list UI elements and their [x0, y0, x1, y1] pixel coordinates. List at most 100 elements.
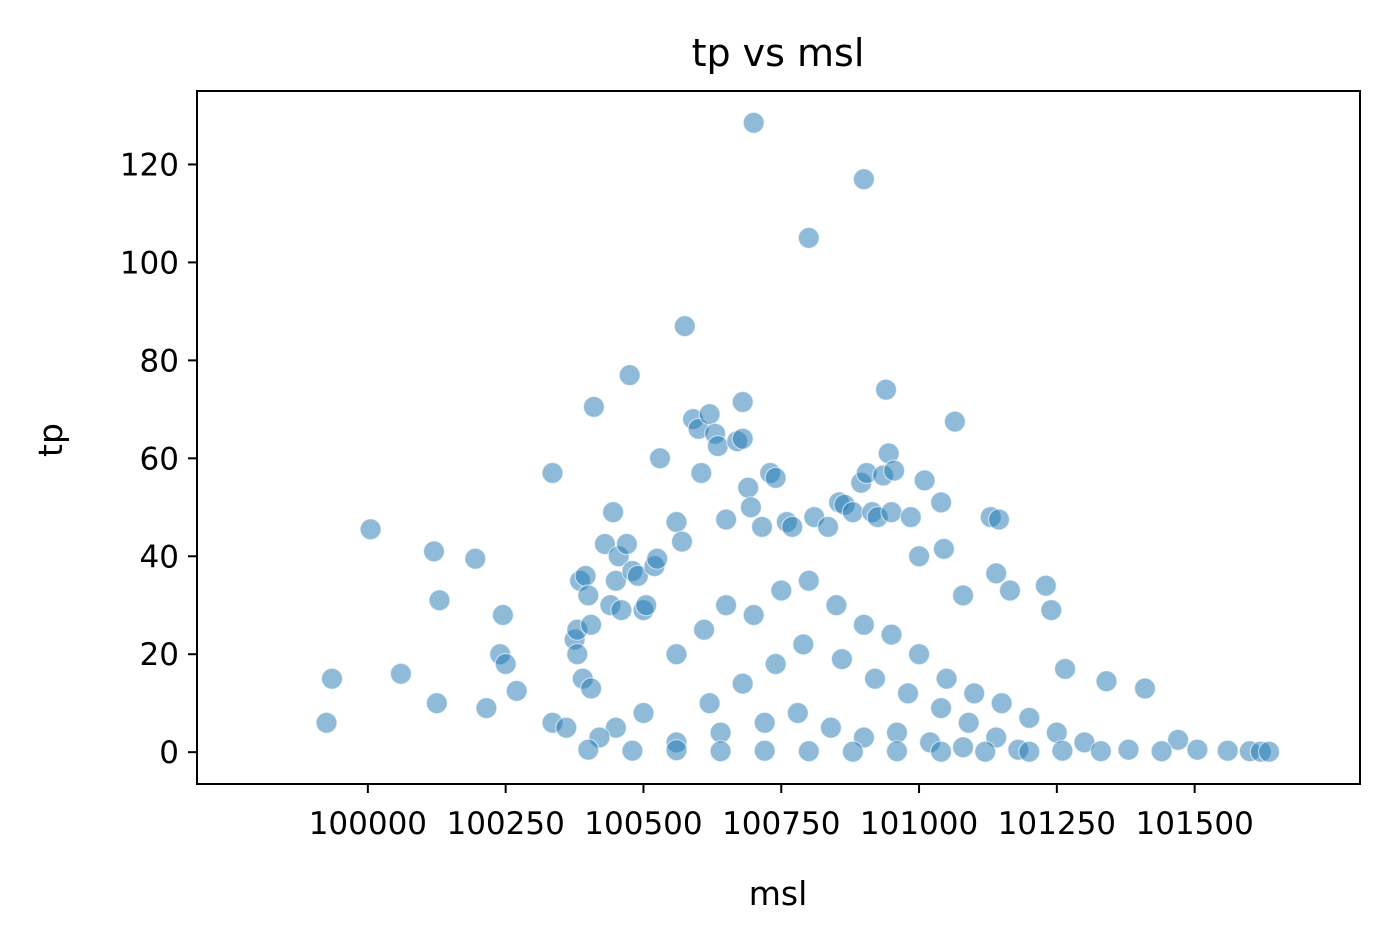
- data-point: [1216, 739, 1239, 762]
- data-point: [574, 564, 597, 588]
- data-point: [929, 491, 953, 514]
- data-point: [579, 613, 603, 636]
- data-point: [797, 740, 820, 763]
- data-point: [709, 721, 732, 744]
- data-point: [604, 569, 628, 592]
- data-point: [1089, 740, 1113, 763]
- data-point: [714, 594, 738, 617]
- data-point: [852, 168, 876, 191]
- data-point: [770, 579, 793, 602]
- data-point: [1018, 740, 1041, 763]
- x-tick-label: 101250: [998, 806, 1116, 842]
- data-point: [577, 584, 600, 607]
- points-layer: [315, 111, 1281, 763]
- data-point: [709, 740, 732, 763]
- data-point: [764, 466, 787, 489]
- data-point: [935, 667, 958, 690]
- x-axis-label: msl: [749, 874, 808, 913]
- data-point: [907, 545, 931, 568]
- data-point: [646, 547, 669, 570]
- data-point: [880, 501, 903, 524]
- y-tick-label: 0: [159, 735, 179, 771]
- data-point: [491, 603, 514, 627]
- data-point: [913, 469, 936, 492]
- data-point: [673, 315, 696, 338]
- x-tick-label: 100750: [722, 806, 840, 842]
- data-point: [582, 395, 606, 418]
- data-point: [670, 530, 694, 553]
- data-point: [714, 508, 738, 531]
- data-point: [626, 564, 650, 588]
- data-point: [635, 594, 658, 617]
- data-point: [985, 562, 1008, 585]
- data-point: [830, 647, 854, 671]
- data-point: [987, 508, 1011, 531]
- data-point: [632, 701, 655, 725]
- data-point: [621, 739, 644, 762]
- data-point: [819, 716, 843, 739]
- y-axis: 0 20 40 60 80 100 120: [120, 147, 197, 771]
- data-point: [706, 435, 730, 458]
- data-point: [604, 716, 628, 739]
- data-point: [883, 459, 906, 482]
- data-point: [1095, 670, 1118, 693]
- data-point: [742, 603, 765, 627]
- data-point: [698, 692, 721, 715]
- data-point: [929, 740, 953, 763]
- data-point: [731, 390, 754, 414]
- data-point: [951, 584, 975, 607]
- data-point: [750, 515, 774, 539]
- data-point: [389, 662, 412, 685]
- data-point: [665, 510, 688, 534]
- data-point: [1053, 657, 1077, 681]
- data-point: [1186, 738, 1209, 761]
- data-point: [825, 594, 848, 617]
- x-tick-label: 101000: [860, 806, 978, 842]
- y-tick-label: 80: [140, 343, 179, 379]
- data-point: [929, 696, 953, 720]
- data-point: [1034, 574, 1057, 597]
- chart-title: tp vs msl: [692, 31, 865, 75]
- data-point: [841, 740, 865, 763]
- data-point: [1040, 598, 1063, 622]
- data-point: [428, 589, 451, 612]
- data-point: [555, 716, 578, 739]
- y-tick-label: 60: [140, 441, 179, 477]
- y-tick-label: 120: [120, 147, 179, 183]
- data-point: [422, 540, 446, 563]
- y-tick-label: 40: [140, 539, 179, 575]
- data-point: [963, 682, 986, 705]
- data-point: [1166, 728, 1190, 752]
- data-point: [932, 537, 956, 561]
- data-point: [951, 736, 975, 759]
- data-point: [896, 682, 920, 705]
- data-point: [880, 623, 903, 646]
- data-point: [852, 613, 876, 636]
- data-point: [665, 739, 688, 762]
- x-tick-label: 100500: [584, 806, 702, 842]
- data-point: [781, 515, 804, 539]
- data-point: [792, 633, 815, 656]
- data-point: [1257, 740, 1281, 763]
- data-point: [425, 692, 448, 715]
- data-point: [577, 738, 600, 761]
- data-point: [753, 739, 776, 762]
- data-point: [957, 711, 980, 734]
- data-point: [742, 111, 765, 134]
- data-point: [615, 532, 639, 556]
- data-point: [1018, 706, 1041, 730]
- data-point: [874, 378, 898, 401]
- data-point: [737, 476, 760, 499]
- data-point: [943, 410, 967, 433]
- data-point: [1133, 677, 1157, 700]
- data-point: [665, 643, 688, 666]
- data-point: [648, 447, 672, 470]
- data-point: [320, 667, 344, 690]
- data-point: [1051, 739, 1074, 762]
- data-point: [690, 461, 713, 485]
- data-point: [1117, 738, 1140, 761]
- y-axis-label: tp: [31, 423, 70, 457]
- data-point: [998, 579, 1022, 602]
- data-point: [863, 667, 887, 690]
- y-tick-label: 20: [140, 637, 179, 673]
